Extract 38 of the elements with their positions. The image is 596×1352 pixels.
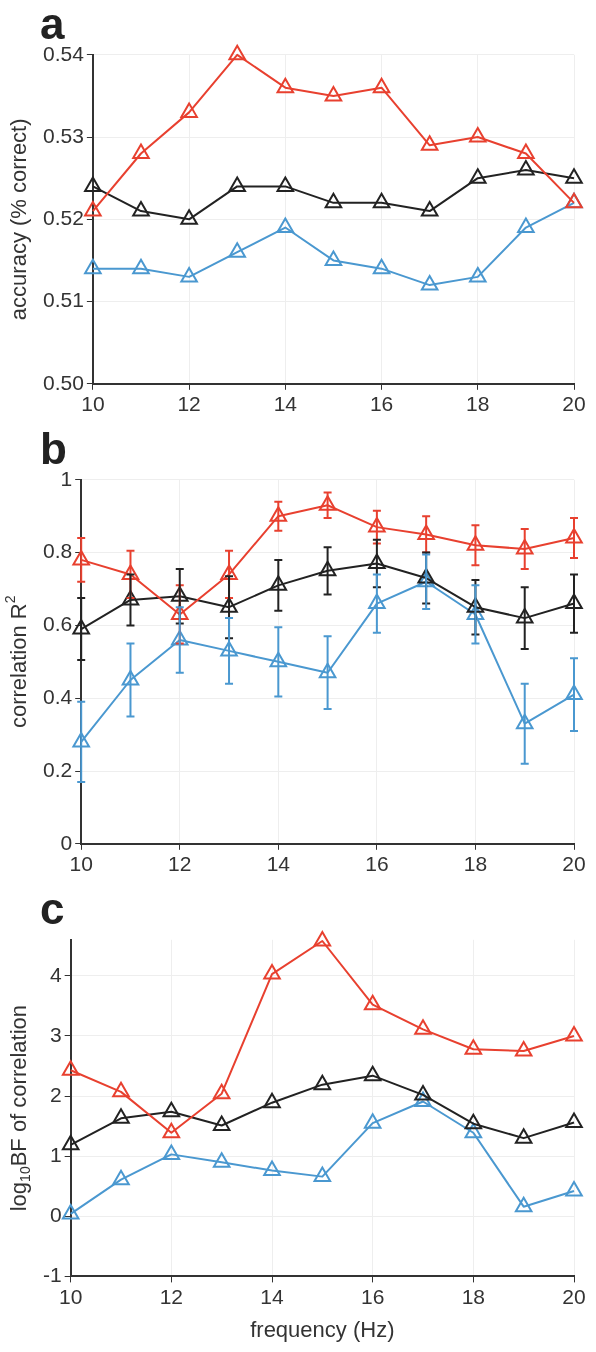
y-tick-label: 2: [49, 1082, 62, 1106]
y-tick-label: 1: [49, 1142, 62, 1166]
x-tick-label: 10: [81, 392, 105, 416]
x-tick-label: 18: [466, 392, 490, 416]
x-tick-label: 14: [266, 852, 291, 876]
y-tick-label: 4: [49, 962, 62, 986]
y-tick-label: 0.50: [43, 370, 84, 394]
x-tick-label: 16: [369, 392, 394, 416]
y-tick-label: 3: [49, 1022, 62, 1046]
x-tick-label: 12: [168, 852, 192, 876]
y-tick-label: -1: [42, 1263, 62, 1287]
x-tick-label: 16: [365, 852, 389, 876]
y-axis-title: correlation R2: [2, 595, 32, 729]
x-axis-title: frequency (Hz): [250, 1316, 395, 1342]
x-tick-label: 10: [69, 852, 93, 876]
x-tick-label: 20: [562, 1284, 586, 1308]
y-axis-title: log10BF of correlation: [6, 1004, 34, 1212]
x-tick-label: 20: [562, 392, 586, 416]
y-tick-label: 0.52: [43, 206, 84, 230]
y-tick-label: 0.4: [42, 685, 73, 708]
y-tick-label: 0: [60, 830, 73, 854]
y-tick-label: 0.53: [43, 123, 84, 147]
y-tick-label: 0.2: [42, 757, 73, 781]
y-tick-label: 0.8: [42, 539, 73, 563]
y-tick-label: 0.6: [42, 612, 73, 636]
x-tick-label: 14: [273, 392, 298, 416]
chart-title: c: [40, 883, 65, 933]
y-tick-label: 0.51: [43, 288, 84, 312]
y-axis-title: accuracy (% correct): [6, 118, 32, 321]
x-tick-label: 16: [360, 1284, 385, 1308]
x-tick-label: 18: [461, 1284, 486, 1308]
x-tick-label: 20: [562, 852, 586, 876]
x-tick-label: 10: [58, 1284, 83, 1308]
x-tick-label: 12: [159, 1284, 184, 1308]
x-tick-label: 12: [177, 392, 201, 416]
x-tick-label: 14: [260, 1284, 284, 1308]
x-tick-label: 18: [463, 852, 488, 876]
y-tick-label: 0: [49, 1203, 62, 1227]
